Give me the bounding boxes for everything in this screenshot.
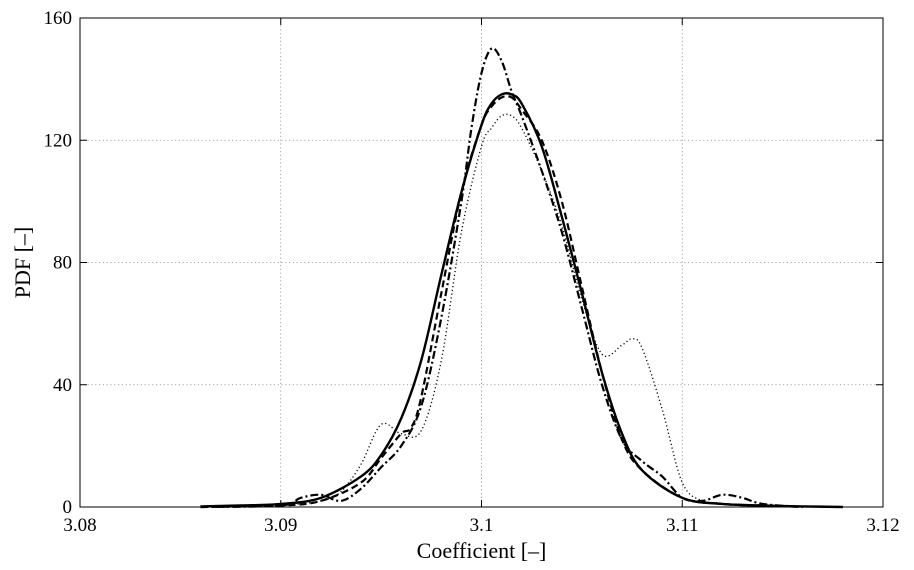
series-line-solid (200, 92, 843, 509)
y-tick-label: 80 (53, 253, 72, 274)
x-tick-label: 3.11 (666, 515, 699, 536)
x-tick-label: 3.08 (63, 515, 96, 536)
grid-lines (80, 18, 883, 507)
x-tick-label: 3.1 (470, 515, 494, 536)
series-line-dashdot (200, 47, 803, 509)
series-lines (200, 47, 843, 509)
series-line-dotted (240, 113, 763, 508)
y-tick-labels: 0 40 80 120 160 (44, 8, 73, 518)
x-tick-labels: 3.08 3.09 3.1 3.11 3.12 (63, 515, 899, 536)
x-axis-label: Coefficient [–] (417, 538, 547, 563)
y-tick-label: 120 (44, 130, 73, 151)
x-tick-label: 3.12 (866, 515, 899, 536)
y-axis-label: PDF [–] (10, 227, 35, 299)
y-tick-label: 0 (63, 497, 73, 518)
series-line-dashed (200, 95, 803, 509)
y-tick-label: 160 (44, 8, 73, 29)
y-tick-label: 40 (53, 375, 72, 396)
axis-ticks (79, 17, 884, 508)
x-tick-label: 3.09 (264, 515, 297, 536)
